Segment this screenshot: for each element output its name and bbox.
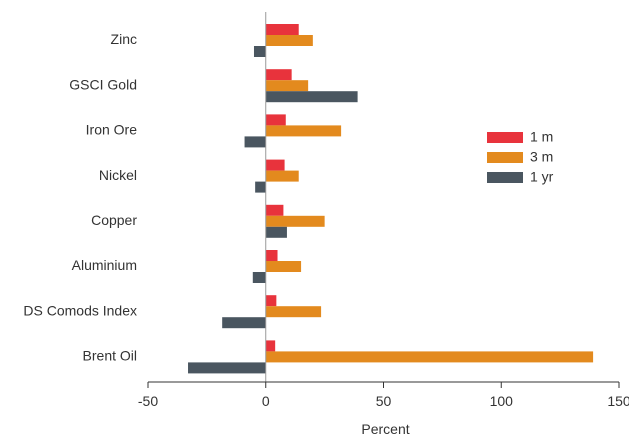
bar-3-m — [265, 170, 299, 182]
category-labels-group: Zinc GSCI Gold Iron Ore Nickel Copper Alumini… — [23, 31, 137, 363]
bar-1-m — [265, 250, 278, 261]
bar-1-yr — [252, 272, 266, 283]
bar-1-yr — [244, 136, 266, 148]
bar-1-m — [265, 340, 276, 352]
legend-label: 3 m — [530, 149, 553, 165]
x-tick-label: 150 — [607, 393, 629, 409]
legend-swatch — [487, 132, 523, 143]
category-label: Aluminium — [72, 257, 137, 273]
legend-swatch — [487, 152, 523, 163]
bars-group — [188, 24, 594, 374]
category-label: Copper — [91, 212, 137, 228]
bar-1-m — [265, 159, 285, 171]
x-ticks-group: -50 0 50 100 150 — [138, 382, 629, 409]
bar-3-m — [265, 261, 302, 272]
bar-3-m — [265, 125, 342, 137]
bar-1-yr — [222, 317, 266, 329]
bar-1-yr — [255, 181, 266, 193]
bar-3-m — [265, 351, 594, 363]
bar-1-m — [265, 114, 286, 126]
x-tick-label: -50 — [138, 393, 158, 409]
legend-label: 1 m — [530, 129, 553, 145]
legend-swatch — [487, 172, 523, 183]
bar-1-yr — [253, 46, 266, 57]
legend: 1 m 3 m 1 yr — [487, 129, 554, 185]
bar-3-m — [265, 35, 313, 46]
x-tick-label: 100 — [490, 393, 514, 409]
legend-label: 1 yr — [530, 169, 554, 185]
x-tick-label: 50 — [376, 393, 392, 409]
bar-1-yr — [265, 91, 358, 103]
category-label: DS Comods Index — [23, 302, 137, 318]
bar-1-yr — [188, 362, 266, 374]
bar-1-yr — [265, 226, 287, 238]
category-label: Zinc — [111, 31, 137, 47]
bar-3-m — [265, 306, 322, 318]
bar-1-m — [265, 204, 284, 216]
bar-1-m — [265, 295, 277, 307]
x-axis-title: Percent — [361, 421, 409, 436]
bar-1-m — [265, 24, 299, 35]
bar-3-m — [265, 215, 325, 227]
bar-1-m — [265, 69, 292, 81]
bar-3-m — [265, 80, 309, 92]
category-label: Nickel — [99, 167, 137, 183]
x-tick-label: 0 — [262, 393, 270, 409]
category-label: Brent Oil — [83, 348, 137, 364]
category-label: GSCI Gold — [69, 76, 137, 92]
category-label: Iron Ore — [86, 122, 138, 138]
